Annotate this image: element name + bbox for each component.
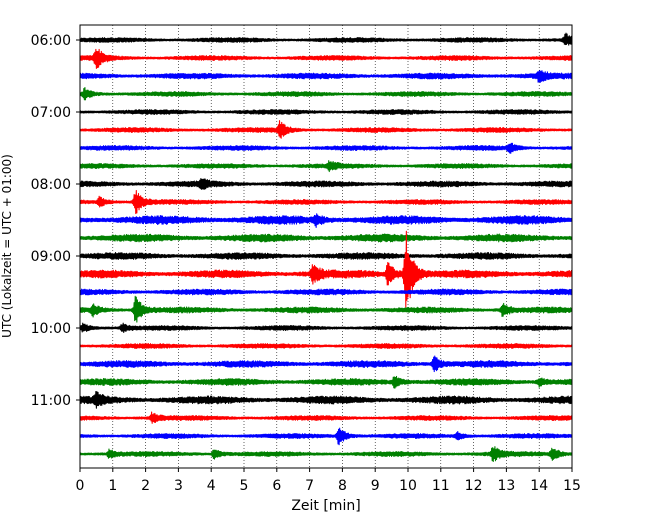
trace-row-1115 bbox=[79, 411, 573, 424]
trace-row-1100 bbox=[79, 391, 573, 409]
trace-row-1130 bbox=[79, 427, 573, 446]
trace-row-0830 bbox=[79, 213, 573, 228]
x-tick-label: 2 bbox=[141, 478, 150, 494]
x-tick-label: 11 bbox=[432, 478, 450, 494]
trace-row-0930 bbox=[79, 288, 573, 296]
trace-row-0630 bbox=[79, 69, 573, 83]
x-tick-label: 5 bbox=[240, 478, 249, 494]
x-tick-label: 1 bbox=[108, 478, 117, 494]
y-tick-label: 07:00 bbox=[31, 105, 71, 121]
trace-row-0745 bbox=[79, 160, 573, 173]
x-axis-title: Zeit [min] bbox=[291, 498, 360, 514]
trace-row-1045 bbox=[79, 375, 573, 389]
seismic-traces bbox=[79, 32, 573, 463]
trace-row-0845 bbox=[79, 233, 573, 243]
x-tick-label: 9 bbox=[371, 478, 380, 494]
trace-row-0600 bbox=[79, 32, 573, 46]
y-axis-ticks: 06:00 07:00 08:00 09:00 10:00 11:00 bbox=[31, 33, 80, 409]
trace-row-0900 bbox=[79, 252, 573, 260]
x-tick-label: 6 bbox=[272, 478, 281, 494]
y-axis-title: UTC (Lokalzeit = UTC + 01:00) bbox=[0, 154, 14, 338]
trace-row-0715 bbox=[79, 120, 573, 139]
y-tick-label: 08:00 bbox=[31, 177, 71, 193]
vertical-gridlines bbox=[112, 25, 540, 468]
trace-row-0700 bbox=[79, 109, 573, 116]
trace-row-1000 bbox=[79, 322, 573, 334]
x-tick-label: 7 bbox=[305, 478, 314, 494]
trace-row-0800 bbox=[79, 178, 573, 190]
y-tick-label: 11:00 bbox=[31, 393, 71, 409]
y-tick-label: 06:00 bbox=[31, 33, 71, 49]
trace-row-0730 bbox=[79, 142, 573, 154]
x-tick-label: 10 bbox=[399, 478, 417, 494]
y-tick-label: 09:00 bbox=[31, 249, 71, 265]
x-tick-label: 4 bbox=[207, 478, 216, 494]
x-tick-label: 15 bbox=[563, 478, 581, 494]
trace-row-0615 bbox=[79, 48, 573, 69]
trace-row-1015 bbox=[79, 342, 573, 350]
x-tick-label: 8 bbox=[338, 478, 347, 494]
trace-row-0915 bbox=[79, 230, 573, 308]
trace-row-0645 bbox=[79, 86, 573, 101]
x-tick-label: 14 bbox=[530, 478, 548, 494]
plot-frame bbox=[79, 24, 573, 469]
x-axis-ticks: 0 1 2 3 4 5 6 7 8 9 10 11 12 13 14 15 bbox=[76, 468, 581, 494]
x-tick-label: 13 bbox=[497, 478, 515, 494]
x-tick-label: 0 bbox=[76, 478, 85, 494]
trace-row-1030 bbox=[79, 355, 573, 373]
x-tick-label: 12 bbox=[465, 478, 483, 494]
trace-row-1145 bbox=[79, 446, 573, 463]
x-tick-label: 3 bbox=[174, 478, 183, 494]
trace-row-0815 bbox=[79, 190, 573, 215]
trace-row-0945 bbox=[79, 295, 573, 323]
y-tick-label: 10:00 bbox=[31, 321, 71, 337]
